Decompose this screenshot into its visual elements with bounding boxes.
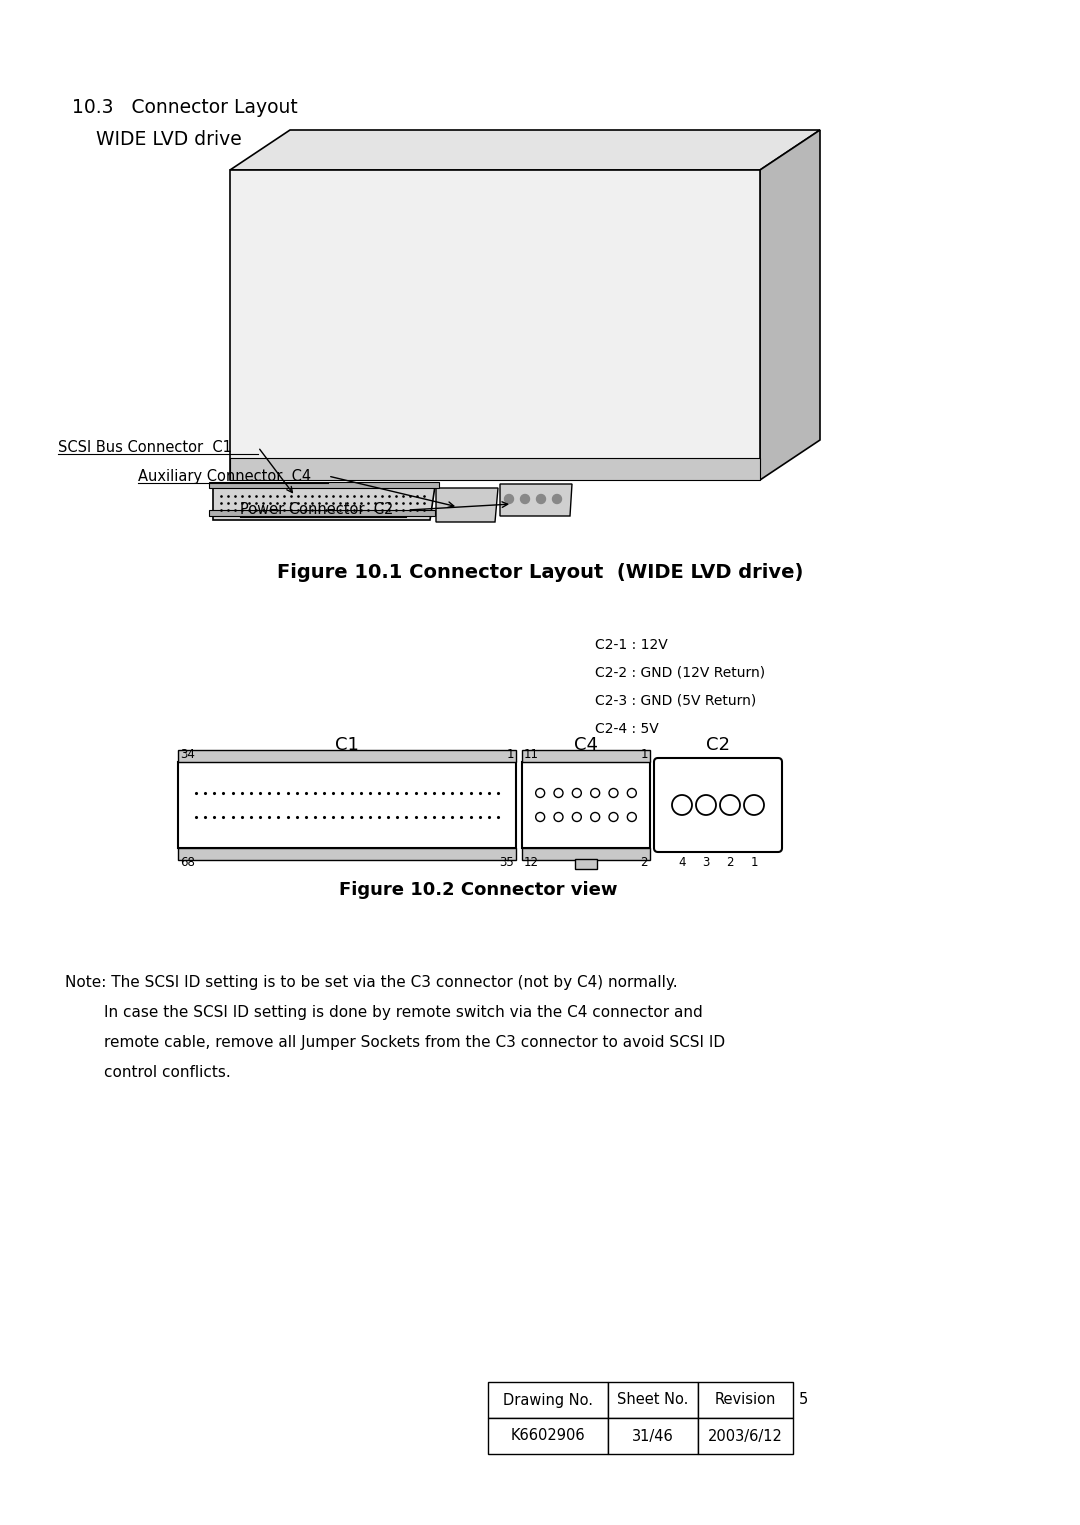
Text: In case the SCSI ID setting is done by remote switch via the C4 connector and: In case the SCSI ID setting is done by r… [65, 1005, 703, 1020]
Circle shape [521, 494, 529, 503]
Text: Note: The SCSI ID setting is to be set via the C3 connector (not by C4) normally: Note: The SCSI ID setting is to be set v… [65, 974, 677, 990]
Bar [698, 1418, 793, 1453]
Text: 35: 35 [499, 856, 514, 869]
Circle shape [720, 795, 740, 814]
Bar [608, 1418, 698, 1453]
Text: C2: C2 [706, 737, 730, 753]
Text: 3: 3 [702, 856, 710, 869]
Text: WIDE LVD drive: WIDE LVD drive [72, 130, 242, 149]
Polygon shape [230, 458, 760, 480]
Bar [178, 762, 516, 848]
Bar [488, 1382, 608, 1418]
Text: C2-3 : GND (5V Return): C2-3 : GND (5V Return) [595, 694, 756, 708]
Text: 2: 2 [640, 856, 648, 869]
Text: Figure 10.2 Connector view: Figure 10.2 Connector view [339, 881, 618, 900]
Text: 4: 4 [678, 856, 686, 869]
Text: Auxiliary Connector  C4: Auxiliary Connector C4 [138, 468, 311, 483]
Text: C4: C4 [573, 737, 598, 753]
Polygon shape [760, 130, 820, 480]
Bar [178, 750, 516, 762]
Text: C1: C1 [335, 737, 359, 753]
Bar [210, 509, 435, 515]
Circle shape [553, 494, 562, 503]
Text: 34: 34 [180, 749, 194, 761]
Bar [608, 1382, 698, 1418]
Text: C2-2 : GND (12V Return): C2-2 : GND (12V Return) [595, 666, 765, 680]
Text: 68: 68 [180, 856, 194, 869]
Bar [488, 1418, 608, 1453]
Text: 12: 12 [524, 856, 539, 869]
Text: 10.3   Connector Layout: 10.3 Connector Layout [72, 98, 298, 117]
Text: 2003/6/12: 2003/6/12 [708, 1429, 783, 1444]
Bar [698, 1382, 793, 1418]
Bar [575, 859, 597, 869]
Circle shape [672, 795, 692, 814]
Circle shape [696, 795, 716, 814]
Text: SCSI Bus Connector  C1: SCSI Bus Connector C1 [58, 439, 232, 454]
Polygon shape [213, 486, 435, 520]
Circle shape [504, 494, 513, 503]
Polygon shape [500, 483, 572, 515]
Polygon shape [230, 169, 760, 480]
Text: Revision: Revision [715, 1392, 777, 1408]
Text: 31/46: 31/46 [632, 1429, 674, 1444]
Bar [522, 750, 650, 762]
Text: 5: 5 [799, 1392, 808, 1408]
Text: 1: 1 [507, 749, 514, 761]
Text: remote cable, remove all Jumper Sockets from the C3 connector to avoid SCSI ID: remote cable, remove all Jumper Sockets … [65, 1035, 725, 1051]
Text: K6602906: K6602906 [511, 1429, 585, 1444]
Circle shape [744, 795, 764, 814]
Text: C2-4 : 5V: C2-4 : 5V [595, 721, 659, 737]
Text: Power Connector  C2: Power Connector C2 [240, 503, 393, 517]
FancyBboxPatch shape [654, 758, 782, 852]
Bar [522, 848, 650, 860]
Polygon shape [230, 130, 820, 169]
Text: 11: 11 [524, 749, 539, 761]
Text: 2: 2 [726, 856, 733, 869]
Text: Drawing No.: Drawing No. [503, 1392, 593, 1408]
Text: Figure 10.1 Connector Layout  (WIDE LVD drive): Figure 10.1 Connector Layout (WIDE LVD d… [276, 563, 804, 581]
Text: C2-1 : 12V: C2-1 : 12V [595, 637, 667, 653]
Text: Sheet No.: Sheet No. [618, 1392, 689, 1408]
Bar [210, 482, 438, 488]
Bar [522, 762, 650, 848]
Bar [178, 848, 516, 860]
Text: control conflicts.: control conflicts. [65, 1064, 231, 1080]
Text: 1: 1 [640, 749, 648, 761]
Polygon shape [436, 488, 498, 522]
Text: 1: 1 [751, 856, 758, 869]
Circle shape [537, 494, 545, 503]
